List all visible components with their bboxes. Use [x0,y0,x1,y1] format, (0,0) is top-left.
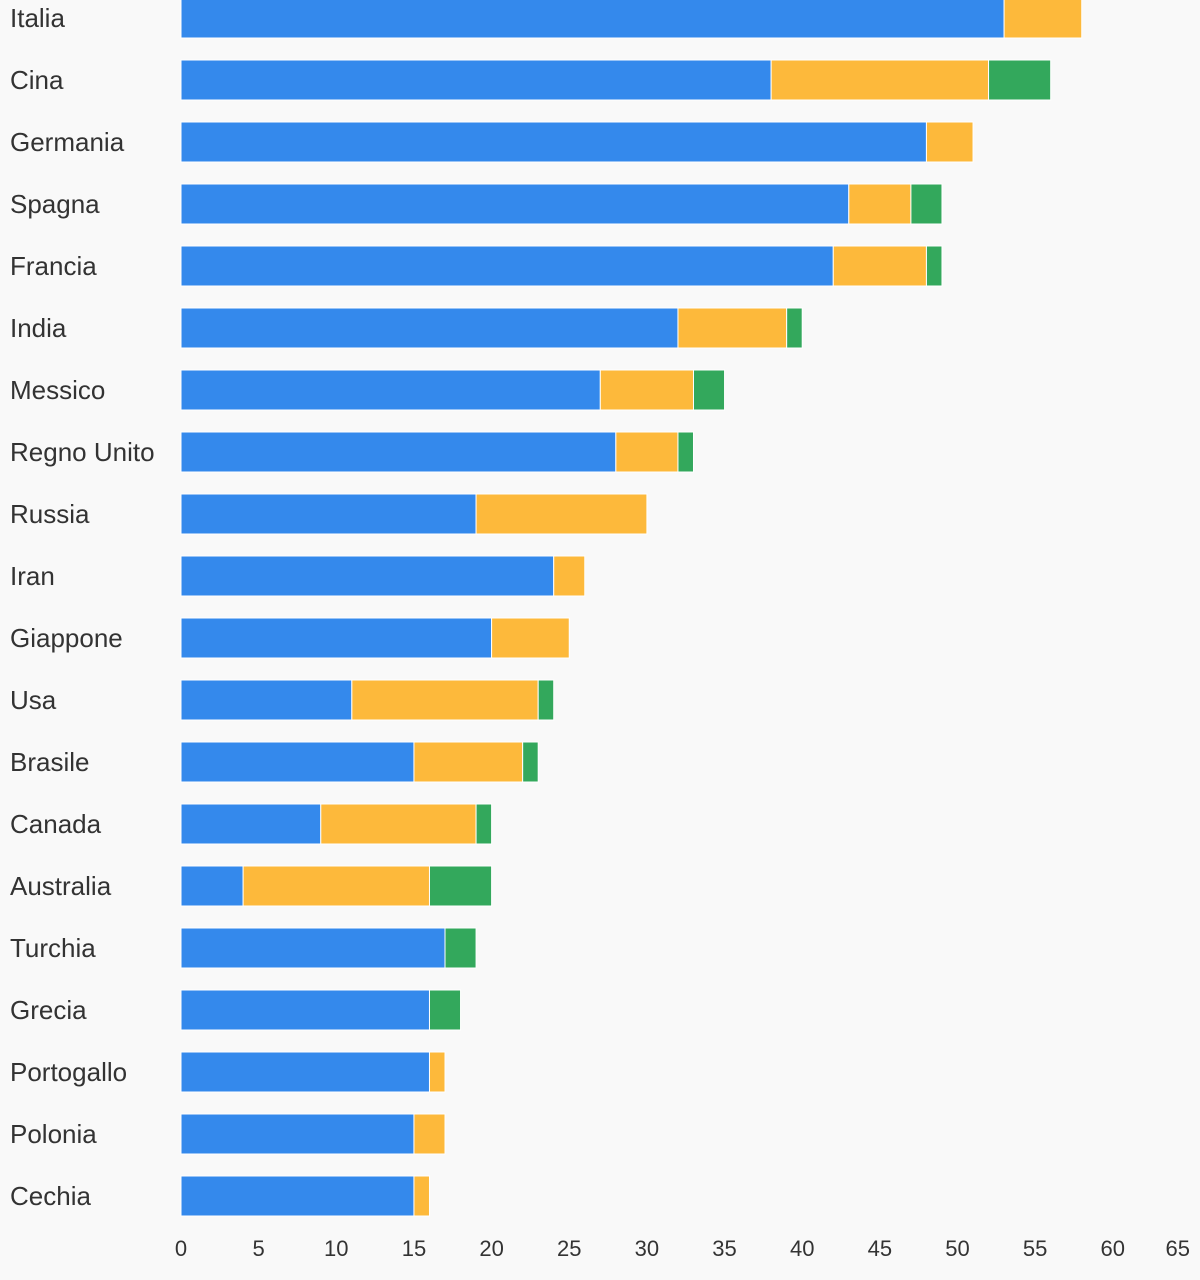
bar-segment-cina-series-1 [180,59,772,101]
category-label-grecia: Grecia [10,995,87,1025]
category-label-brasile: Brasile [10,747,89,777]
category-label-giappone: Giappone [10,623,123,653]
bar-segment-italia-series-1 [180,0,1005,39]
bars-layer [180,0,1083,1217]
bar-segment-grecia-series-1 [180,989,430,1031]
bar-segment-cina-series-3 [988,59,1052,101]
bar-segment-spagna-series-1 [180,183,850,225]
x-axis: 0 5 10 15 20 25 30 35 40 45 50 55 60 65 [175,1236,1190,1261]
category-label-francia: Francia [10,251,97,281]
bar-segment-messico-series-2 [599,369,694,411]
category-label-usa: Usa [10,685,57,715]
bar-segment-india-series-1 [180,307,679,349]
category-label-india: India [10,313,67,343]
bar-segment-italia-series-2 [1003,0,1083,39]
x-tick-label-5: 5 [253,1236,265,1261]
category-label-canada: Canada [10,809,102,839]
category-label-portogallo: Portogallo [10,1057,127,1087]
bar-segment-iran-series-2 [553,555,586,597]
x-tick-label-65: 65 [1166,1236,1190,1261]
bar-segment-portogallo-series-1 [180,1051,430,1093]
bar-segment-polonia-series-2 [413,1113,446,1155]
bar-segment-russia-series-2 [475,493,648,535]
bar-segment-cina-series-2 [770,59,990,101]
bar-segment-grecia-series-3 [428,989,462,1031]
bar-segment-usa-series-1 [180,679,353,721]
bar-segment-russia-series-1 [180,493,477,535]
bar-segment-iran-series-1 [180,555,555,597]
bar-segment-brasile-series-2 [413,741,524,783]
bar-segment-turchia-series-1 [180,927,446,969]
bar-segment-india-series-2 [677,307,788,349]
x-tick-label-30: 30 [635,1236,659,1261]
bar-segment-portogallo-series-2 [428,1051,446,1093]
bar-segment-regno-unito-series-3 [677,431,694,473]
bar-segment-francia-series-2 [832,245,927,287]
bar-segment-usa-series-3 [537,679,555,721]
x-tick-label-10: 10 [324,1236,348,1261]
category-labels: Italia Cina Germania Spagna Francia India Mess… [10,3,155,1211]
bar-segment-canada-series-2 [320,803,477,845]
bar-segment-australia-series-1 [180,865,244,907]
bar-segment-canada-series-3 [475,803,493,845]
bar-segment-regno-unito-series-1 [180,431,617,473]
bar-segment-giappone-series-2 [491,617,570,659]
category-label-regno-unito: Regno Unito [10,437,155,467]
x-tick-label-20: 20 [479,1236,503,1261]
bar-segment-francia-series-1 [180,245,834,287]
bar-segment-regno-unito-series-2 [615,431,679,473]
x-tick-label-0: 0 [175,1236,187,1261]
bar-segment-polonia-series-1 [180,1113,415,1155]
bar-segment-cechia-series-1 [180,1175,415,1217]
bar-segment-canada-series-1 [180,803,322,845]
bar-segment-spagna-series-3 [910,183,943,225]
x-tick-label-25: 25 [557,1236,581,1261]
bar-segment-brasile-series-3 [522,741,539,783]
x-tick-label-50: 50 [945,1236,969,1261]
category-label-polonia: Polonia [10,1119,97,1149]
bar-segment-giappone-series-1 [180,617,493,659]
x-tick-label-35: 35 [712,1236,736,1261]
bar-segment-germania-series-2 [925,121,974,163]
category-label-messico: Messico [10,375,105,405]
bar-segment-spagna-series-2 [848,183,912,225]
bar-segment-usa-series-2 [351,679,539,721]
bar-segment-australia-series-2 [242,865,430,907]
bar-segment-turchia-series-3 [444,927,477,969]
bar-segment-brasile-series-1 [180,741,415,783]
category-label-cina: Cina [10,65,64,95]
category-label-cechia: Cechia [10,1181,91,1211]
category-label-spagna: Spagna [10,189,100,219]
x-tick-label-55: 55 [1023,1236,1047,1261]
category-label-russia: Russia [10,499,90,529]
x-tick-label-40: 40 [790,1236,814,1261]
category-label-turchia: Turchia [10,933,96,963]
x-tick-label-15: 15 [402,1236,426,1261]
category-label-iran: Iran [10,561,55,591]
bar-segment-australia-series-3 [428,865,493,907]
bar-segment-messico-series-3 [692,369,726,411]
category-label-australia: Australia [10,871,112,901]
bar-segment-francia-series-3 [925,245,943,287]
bar-segment-germania-series-1 [180,121,927,163]
bar-segment-cechia-series-2 [413,1175,430,1217]
category-label-germania: Germania [10,127,125,157]
x-tick-label-60: 60 [1101,1236,1125,1261]
bar-segment-messico-series-1 [180,369,601,411]
x-tick-label-45: 45 [868,1236,892,1261]
category-label-italia: Italia [10,3,65,33]
bar-segment-india-series-3 [786,307,803,349]
